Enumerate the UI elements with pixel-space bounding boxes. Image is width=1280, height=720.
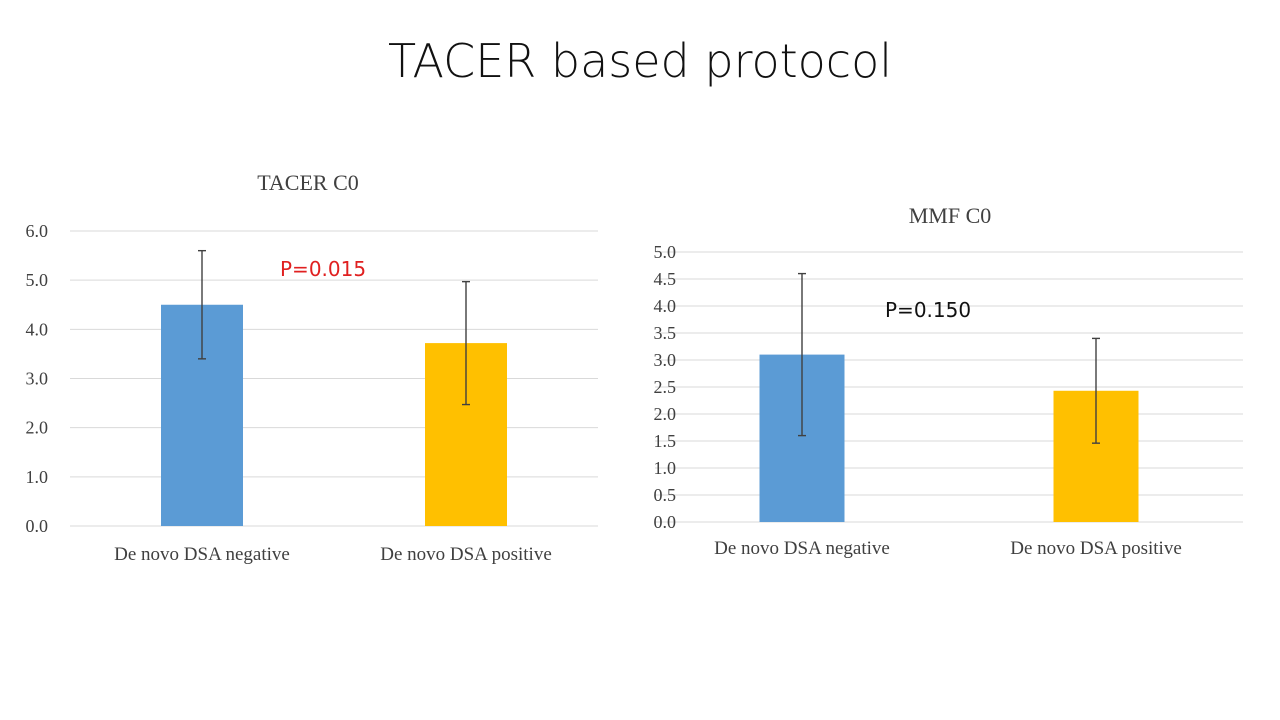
y-tick-label: 5.0 — [654, 242, 677, 262]
chart-title: MMF C0 — [909, 203, 992, 228]
slide-title: TACER based protocol — [387, 34, 893, 88]
y-tick-label: 4.0 — [654, 296, 677, 316]
category-label: De novo DSA positive — [380, 544, 552, 565]
category-label: De novo DSA positive — [1010, 538, 1182, 559]
chart-title: TACER C0 — [257, 170, 359, 195]
y-tick-label: 0.5 — [654, 485, 677, 505]
category-label: De novo DSA negative — [114, 544, 290, 565]
y-tick-label: 1.0 — [654, 458, 677, 478]
y-tick-label: 3.0 — [26, 369, 49, 389]
y-tick-label: 1.0 — [26, 467, 49, 487]
y-tick-label: 6.0 — [26, 221, 49, 241]
y-tick-label: 5.0 — [26, 270, 49, 290]
y-tick-label: 4.5 — [654, 269, 677, 289]
category-label: De novo DSA negative — [714, 538, 890, 559]
y-tick-label: 2.0 — [654, 404, 677, 424]
p-value-annotation: P=0.150 — [885, 298, 971, 322]
y-tick-label: 1.5 — [654, 431, 677, 451]
y-tick-label: 0.0 — [654, 512, 677, 532]
y-tick-label: 2.0 — [26, 418, 49, 438]
tacer-c0-chart: TACER C0 0.0 1.0 2.0 3.0 4.0 5.0 6.0 De novo DSA… — [26, 170, 598, 565]
y-tick-label: 4.0 — [26, 319, 49, 339]
p-value-annotation: P=0.015 — [280, 257, 366, 281]
y-tick-label: 0.0 — [26, 516, 49, 536]
mmf-c0-chart: MMF C0 0.0 0.5 1.0 1.5 2.0 2.5 3.0 3.5 4.0 4.5 5.0 D… — [654, 203, 1243, 559]
y-tick-label: 2.5 — [654, 377, 677, 397]
y-tick-label: 3.5 — [654, 323, 677, 343]
y-tick-label: 3.0 — [654, 350, 677, 370]
